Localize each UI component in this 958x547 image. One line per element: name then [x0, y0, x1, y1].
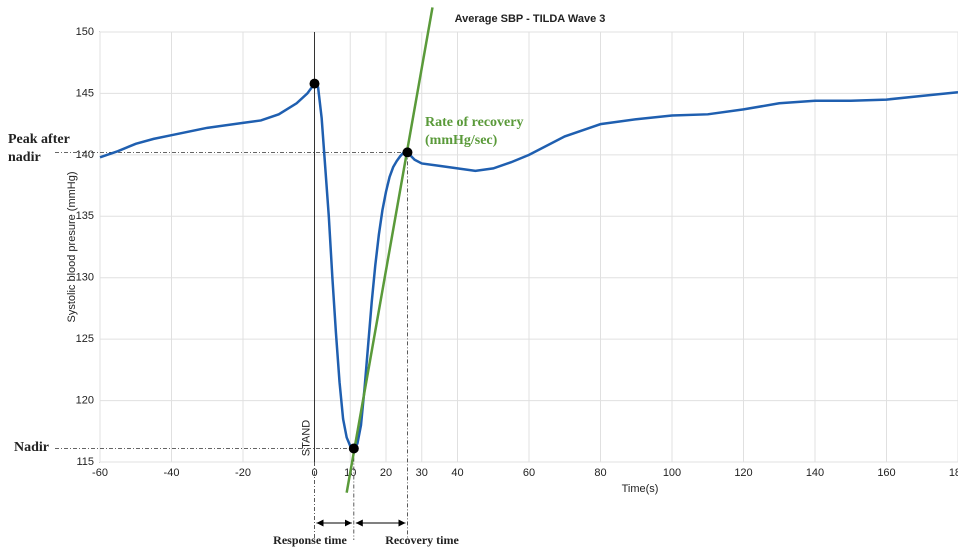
key-point	[348, 443, 359, 454]
y-tick-label: 115	[76, 456, 94, 468]
x-tick-label: 20	[380, 467, 392, 479]
annotation: Recovery time	[385, 533, 459, 547]
recovery-line	[345, 7, 434, 493]
x-axis-label: Time(s)	[622, 483, 659, 495]
y-tick-label: 140	[76, 149, 94, 161]
y-tick-label: 145	[76, 87, 94, 99]
x-tick-label: -40	[164, 467, 180, 479]
x-tick-label: 40	[451, 467, 463, 479]
x-tick-label: 160	[877, 467, 895, 479]
annotation: (mmHg/sec)	[425, 133, 498, 148]
key-point	[309, 78, 320, 89]
annotation: Nadir	[14, 440, 49, 455]
y-axis-label: Systolic blood presure (mmHg)	[66, 172, 78, 323]
chart-title: Average SBP - TILDA Wave 3	[455, 13, 606, 25]
annotation: nadir	[8, 150, 41, 165]
x-tick-label: 60	[523, 467, 535, 479]
annotation: Response time	[273, 533, 347, 547]
x-tick-label: 100	[663, 467, 681, 479]
annotation: Peak after	[8, 132, 70, 147]
x-tick-label: 30	[416, 467, 428, 479]
annotation: STAND	[300, 420, 312, 457]
data-line	[99, 81, 958, 451]
y-tick-label: 130	[76, 272, 94, 284]
x-tick-label: 140	[806, 467, 824, 479]
x-tick-label: 180	[949, 467, 958, 479]
y-tick-label: 120	[76, 394, 94, 406]
annotation: Rate of recovery	[425, 115, 523, 130]
x-tick-label: 80	[594, 467, 606, 479]
x-tick-label: -20	[235, 467, 251, 479]
y-tick-label: 125	[76, 333, 94, 345]
y-tick-label: 150	[76, 26, 94, 38]
key-point	[402, 147, 413, 158]
y-tick-label: 135	[76, 210, 94, 222]
x-tick-label: -60	[92, 467, 108, 479]
x-tick-label: 120	[734, 467, 752, 479]
